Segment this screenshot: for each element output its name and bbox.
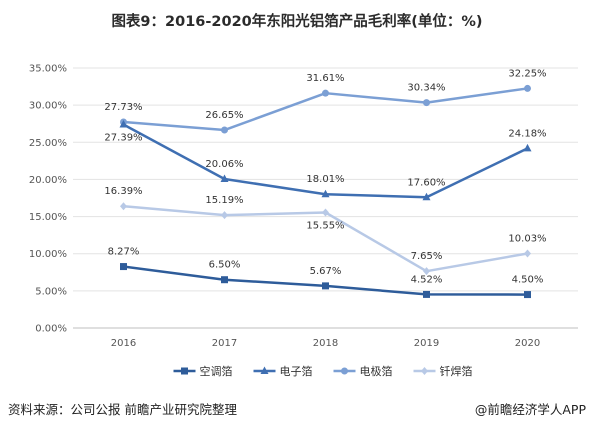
- x-tick-label: 2020: [515, 338, 540, 349]
- data-label: 5.67%: [310, 266, 342, 277]
- y-tick-label: 30.00%: [29, 101, 67, 112]
- data-label: 8.27%: [108, 247, 140, 258]
- y-tick-label: 0.00%: [35, 324, 67, 335]
- triangle-marker: [220, 174, 229, 182]
- diamond-marker: [421, 367, 428, 375]
- triangle-marker: [119, 120, 128, 128]
- data-label: 17.60%: [407, 177, 445, 188]
- data-label: 6.50%: [209, 260, 241, 271]
- x-tick-label: 2016: [111, 338, 136, 349]
- diamond-marker: [221, 211, 228, 220]
- x-tick-label: 2019: [414, 338, 439, 349]
- triangle-marker: [523, 143, 532, 152]
- circle-marker: [322, 89, 329, 97]
- y-tick-label: 25.00%: [29, 138, 67, 149]
- chart-title: 图表9：2016-2020年东阳光铝箔产品毛利率(单位：%): [111, 14, 483, 30]
- legend-label: 空调箔: [200, 364, 233, 378]
- square-marker: [120, 263, 127, 271]
- data-label: 26.65%: [205, 110, 243, 121]
- data-label: 4.50%: [512, 275, 544, 286]
- diamond-marker: [120, 202, 127, 211]
- square-marker: [524, 291, 531, 299]
- x-tick-label: 2018: [313, 338, 338, 349]
- y-tick-label: 5.00%: [35, 286, 67, 297]
- legend-label: 电子箔: [280, 364, 313, 378]
- triangle-marker: [260, 366, 269, 374]
- triangle-marker: [422, 192, 431, 201]
- circle-marker: [524, 84, 531, 92]
- data-label: 24.18%: [508, 128, 546, 139]
- square-marker: [423, 290, 430, 298]
- data-label: 10.03%: [508, 233, 546, 244]
- square-marker: [221, 276, 228, 284]
- triangle-marker: [321, 189, 330, 198]
- data-label: 15.55%: [306, 220, 344, 231]
- data-label: 30.34%: [407, 83, 445, 94]
- source-note: 资料来源：公司公报 前瞻产业研究院整理: [8, 402, 237, 417]
- series: [119, 84, 532, 299]
- axes: 0.00% 5.00% 10.00% 15.00% 20.00% 25.00% 30.00%…: [29, 64, 578, 349]
- y-tick-label: 20.00%: [29, 175, 67, 186]
- data-label: 27.39%: [104, 133, 142, 144]
- data-label: 4.52%: [411, 274, 443, 285]
- gridlines: [73, 67, 578, 292]
- data-label: 7.65%: [411, 251, 443, 262]
- circle-marker: [423, 99, 430, 107]
- data-label: 31.61%: [306, 73, 344, 84]
- data-label: 32.25%: [508, 68, 546, 79]
- diamond-marker: [524, 249, 531, 258]
- data-labels: 16.39% 15.19% 15.55% 7.65% 10.03% 27.73% 26.65…: [104, 68, 546, 285]
- x-tick-label: 2017: [212, 338, 237, 349]
- series-line: [122, 123, 529, 199]
- y-tick-label: 15.00%: [29, 212, 67, 223]
- diamond-marker: [423, 267, 430, 276]
- square-marker: [322, 282, 329, 290]
- circle-marker: [221, 126, 228, 134]
- brand-credit: @前瞻经济学人APP: [474, 402, 586, 417]
- circle-marker: [341, 367, 348, 375]
- data-label: 18.01%: [306, 174, 344, 185]
- diamond-marker: [322, 208, 329, 217]
- legend: 空调箔 电子箔 电极箔 钎焊箔: [173, 364, 473, 378]
- y-tick-label: 35.00%: [29, 64, 67, 75]
- data-label: 15.19%: [205, 195, 243, 206]
- data-label: 27.73%: [104, 102, 142, 113]
- data-label: 16.39%: [104, 186, 142, 197]
- y-tick-label: 10.00%: [29, 249, 67, 260]
- square-marker: [181, 367, 188, 375]
- data-label: 20.06%: [205, 159, 243, 170]
- legend-label: 钎焊箔: [440, 364, 473, 378]
- legend-label: 电极箔: [360, 364, 393, 378]
